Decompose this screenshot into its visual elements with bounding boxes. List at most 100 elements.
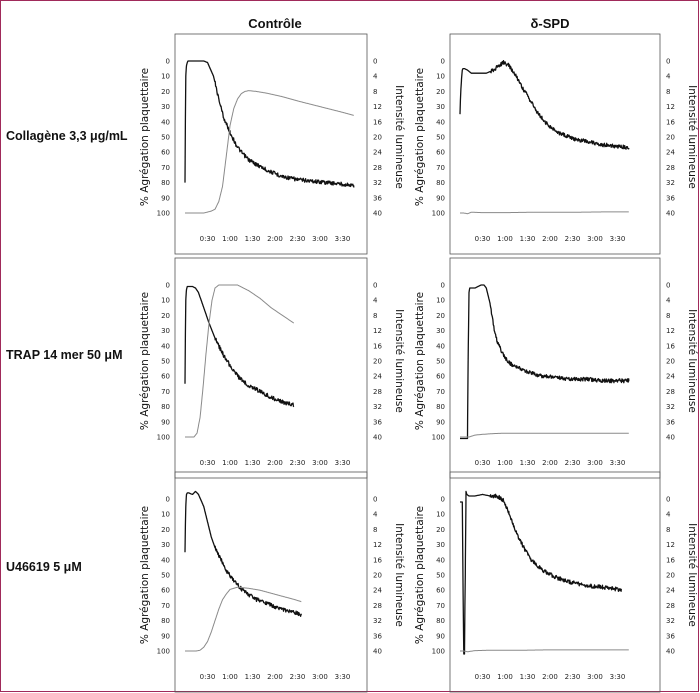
y-tick-label: 70 <box>161 602 170 610</box>
y2-tick-label: 32 <box>373 179 382 187</box>
y-tick-label: 0 <box>166 58 170 66</box>
y2-tick-label: 24 <box>666 373 675 381</box>
aggregation-trace <box>184 490 302 617</box>
row-label-collagene: Collagène 3,3 μg/mL <box>6 129 128 143</box>
y2-tick-label: 36 <box>373 194 382 202</box>
x-tick-label: 0:30 <box>475 235 491 243</box>
y2-tick-label: 0 <box>666 58 670 66</box>
y2-tick-label: 8 <box>373 526 377 534</box>
y-tick-label: 100 <box>432 434 445 442</box>
y-tick-label: 0 <box>166 282 170 290</box>
y-tick-label: 60 <box>436 149 445 157</box>
y-tick-label: 100 <box>432 648 445 656</box>
y-tick-label: 30 <box>161 541 170 549</box>
row-label-trap: TRAP 14 mer 50 μM <box>6 348 123 362</box>
y2-tick-label: 36 <box>373 632 382 640</box>
panel-3: 0 10 20 30 40 50 60 70 80 90 100 0 4 8 12 16 20 24 28 32 36 4… <box>414 257 698 479</box>
x-tick-label: 2:30 <box>565 673 581 681</box>
x-tick-label: 0:30 <box>200 459 216 467</box>
y-tick-label: 60 <box>161 149 170 157</box>
y-tick-label: 0 <box>441 496 445 504</box>
x-tick-label: 3:30 <box>610 235 626 243</box>
y-axis-title: % Agrégation plaquettaire <box>414 68 426 206</box>
y-tick-label: 50 <box>436 134 445 142</box>
y2-tick-label: 16 <box>666 342 675 350</box>
luminescence-trace <box>184 586 302 652</box>
y-tick-label: 10 <box>161 297 170 305</box>
y-tick-label: 100 <box>157 434 170 442</box>
y2-tick-label: 20 <box>666 572 675 580</box>
x-tick-label: 0:30 <box>475 673 491 681</box>
aggregation-trace <box>459 490 622 655</box>
y-tick-label: 40 <box>436 342 445 350</box>
y2-tick-label: 16 <box>373 118 382 126</box>
x-tick-label: 2:30 <box>290 459 306 467</box>
x-tick-label: 2:00 <box>542 235 558 243</box>
luminescence-trace <box>459 211 630 215</box>
y2-tick-label: 40 <box>666 648 675 656</box>
y2-tick-label: 24 <box>373 373 382 381</box>
y2-tick-label: 0 <box>666 496 670 504</box>
y2-tick-label: 8 <box>666 312 670 320</box>
y2-tick-label: 20 <box>666 358 675 366</box>
y-tick-label: 20 <box>161 88 170 96</box>
y-tick-label: 70 <box>436 388 445 396</box>
y2-tick-label: 16 <box>666 118 675 126</box>
y2-tick-label: 36 <box>666 194 675 202</box>
y2-tick-label: 8 <box>666 526 670 534</box>
luminescence-trace <box>184 284 295 438</box>
y-tick-label: 30 <box>161 327 170 335</box>
y2-tick-label: 16 <box>666 556 675 564</box>
x-tick-label: 1:00 <box>222 235 238 243</box>
y-tick-label: 30 <box>161 103 170 111</box>
y-tick-label: 40 <box>161 556 170 564</box>
y-tick-label: 80 <box>436 617 445 625</box>
y-axis-title: % Agrégation plaquettaire <box>139 68 151 206</box>
y-tick-label: 40 <box>161 342 170 350</box>
y2-axis-title: Intensité lumineuse <box>686 523 698 627</box>
plot-box <box>449 471 661 693</box>
x-tick-label: 3:00 <box>312 673 328 681</box>
x-tick-label: 0:30 <box>200 235 216 243</box>
x-tick-label: 2:30 <box>290 235 306 243</box>
row-label-u46619: U46619 5 μM <box>6 560 82 574</box>
y2-tick-label: 36 <box>666 632 675 640</box>
y2-axis-title: Intensité lumineuse <box>686 85 698 189</box>
y-tick-label: 90 <box>436 194 445 202</box>
panel-2: 0 10 20 30 40 50 60 70 80 90 100 0 4 8 12 16 20 24 28 32 36 4… <box>139 257 405 479</box>
x-tick-label: 1:00 <box>497 235 513 243</box>
y2-tick-label: 40 <box>373 210 382 218</box>
y-tick-label: 10 <box>436 511 445 519</box>
y2-tick-label: 28 <box>666 164 675 172</box>
y2-tick-label: 12 <box>666 327 675 335</box>
y2-tick-label: 4 <box>666 511 671 519</box>
x-tick-label: 2:00 <box>542 673 558 681</box>
y-tick-label: 10 <box>161 73 170 81</box>
y2-tick-label: 24 <box>666 149 675 157</box>
y-tick-label: 40 <box>436 556 445 564</box>
y-tick-label: 80 <box>161 617 170 625</box>
y-tick-label: 90 <box>436 418 445 426</box>
y-tick-label: 90 <box>436 632 445 640</box>
x-tick-label: 3:00 <box>312 459 328 467</box>
aggregation-trace <box>184 285 295 408</box>
y2-tick-label: 12 <box>373 103 382 111</box>
y-tick-label: 90 <box>161 418 170 426</box>
y2-axis-title: Intensité lumineuse <box>393 309 405 413</box>
x-tick-label: 1:30 <box>520 673 536 681</box>
y2-tick-label: 28 <box>373 164 382 172</box>
y2-tick-label: 40 <box>666 434 675 442</box>
plot-box <box>449 257 661 479</box>
y-tick-label: 100 <box>157 648 170 656</box>
y-tick-label: 50 <box>161 572 170 580</box>
x-tick-label: 1:30 <box>520 235 536 243</box>
column-title-dspd: δ-SPD <box>530 16 570 31</box>
y-tick-label: 80 <box>436 403 445 411</box>
y2-tick-label: 16 <box>373 556 382 564</box>
x-tick-label: 1:30 <box>245 459 261 467</box>
y-tick-label: 0 <box>441 58 445 66</box>
y-tick-label: 70 <box>161 164 170 172</box>
y2-tick-label: 28 <box>373 602 382 610</box>
